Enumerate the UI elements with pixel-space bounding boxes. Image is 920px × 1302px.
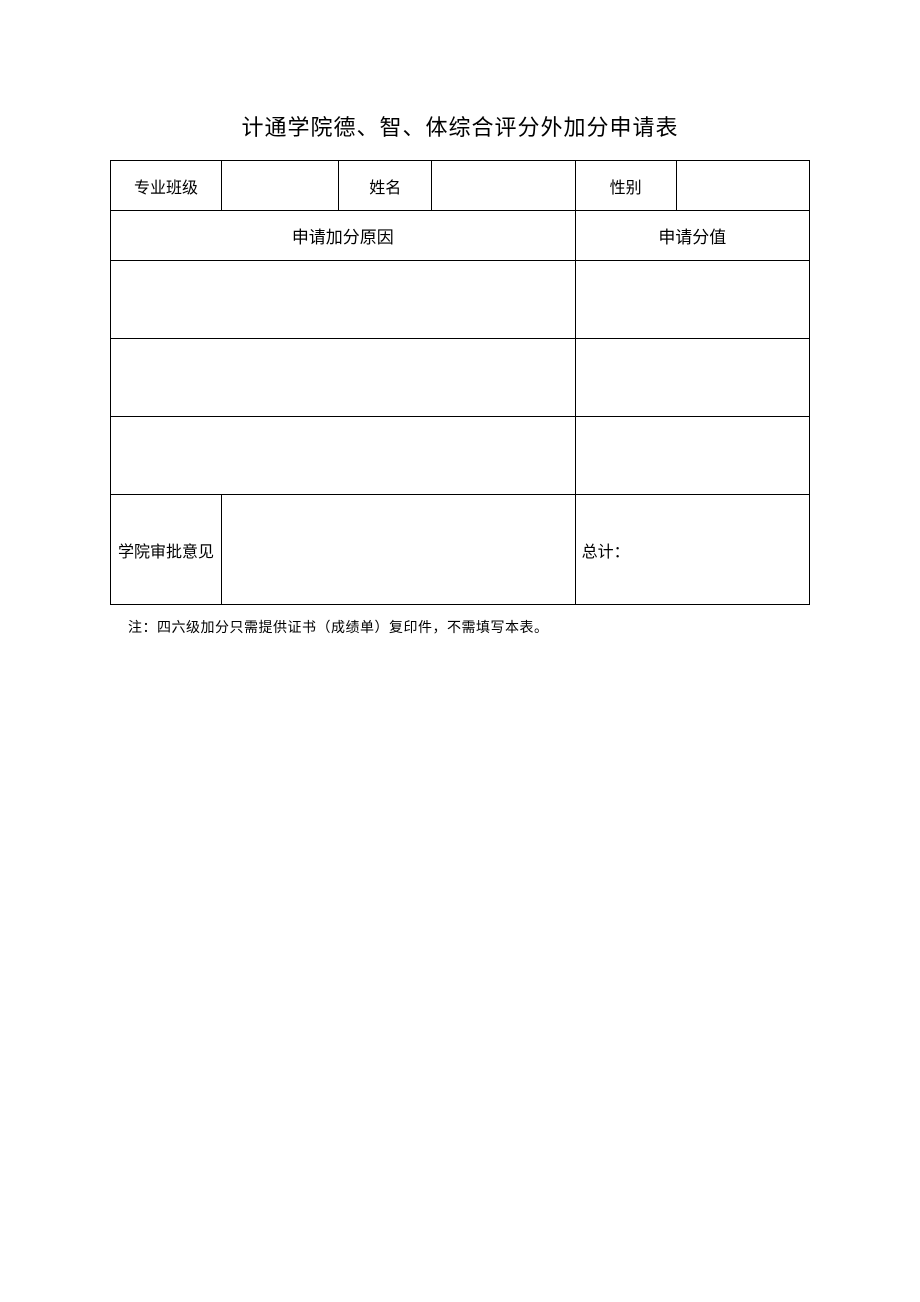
entry-score: [575, 417, 809, 495]
entry-score: [575, 261, 809, 339]
class-label: 专业班级: [111, 161, 222, 211]
row-approval: 学院审批意见 总计：: [111, 495, 810, 605]
row-entry: [111, 339, 810, 417]
entry-reason: [111, 339, 576, 417]
gender-label: 性别: [575, 161, 676, 211]
class-value: [222, 161, 339, 211]
approval-label: 学院审批意见: [111, 495, 222, 605]
gender-value: [676, 161, 809, 211]
entry-reason: [111, 417, 576, 495]
entry-score: [575, 339, 809, 417]
total-cell: 总计：: [575, 495, 809, 605]
form-note: 注：四六级加分只需提供证书（成绩单）复印件，不需填写本表。: [110, 617, 810, 637]
total-label: 总计：: [582, 544, 630, 561]
form-title: 计通学院德、智、体综合评分外加分申请表: [110, 110, 810, 142]
entry-reason: [111, 261, 576, 339]
name-label: 姓名: [339, 161, 432, 211]
row-entry: [111, 261, 810, 339]
name-value: [432, 161, 575, 211]
score-header: 申请分值: [575, 211, 809, 261]
row-entry: [111, 417, 810, 495]
row-subheader: 申请加分原因 申请分值: [111, 211, 810, 261]
row-basic-info: 专业班级 姓名 性别: [111, 161, 810, 211]
reason-header: 申请加分原因: [111, 211, 576, 261]
approval-value: [222, 495, 576, 605]
application-form-table: 专业班级 姓名 性别 申请加分原因 申请分值 学院审批意见 总计：: [110, 160, 810, 605]
